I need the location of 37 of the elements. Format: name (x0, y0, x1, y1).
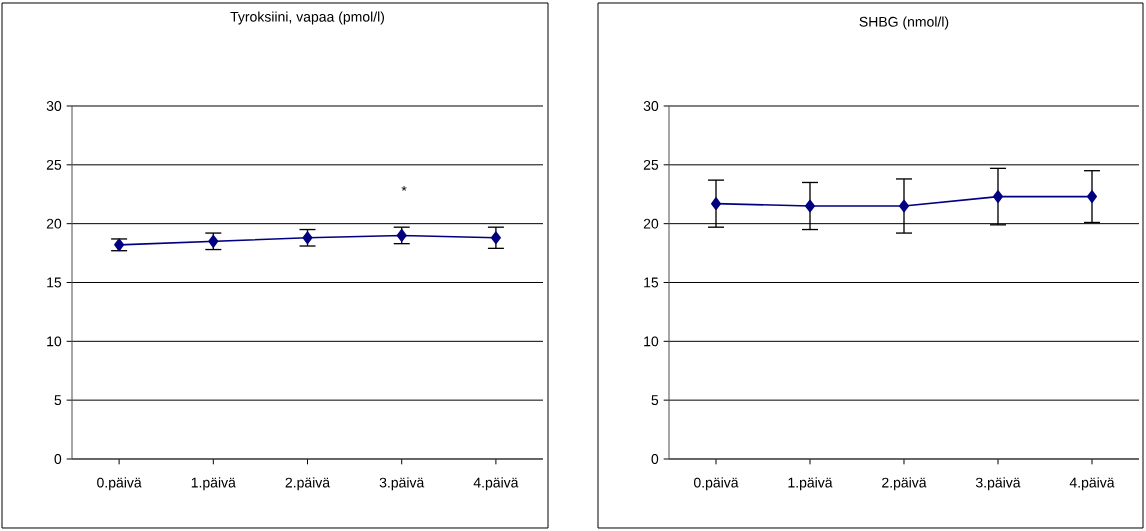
point (1086, 190, 1097, 203)
x-tick-label: 0.päivä (693, 477, 739, 491)
y-tick-label: 25 (46, 159, 62, 170)
x-tick-label: 4.päivä (1069, 477, 1115, 491)
chart-title: SHBG (nmol/l) (859, 16, 949, 30)
y-tick-label: 5 (54, 395, 62, 406)
point (302, 231, 313, 245)
y-tick-label: 20 (643, 218, 659, 229)
x-tick-label: 2.päivä (882, 477, 927, 491)
point (711, 197, 721, 211)
y-tick-label: 30 (46, 101, 62, 111)
y-tick-label: 25 (643, 159, 659, 170)
y-tick-label: 0 (651, 454, 659, 464)
y-tick-label: 5 (651, 395, 659, 406)
point (396, 229, 407, 242)
point (208, 234, 219, 248)
y-tick-label: 20 (46, 218, 62, 229)
annotation: * (401, 185, 407, 191)
x-tick-label: 4.päivä (473, 477, 519, 491)
y-tick-label: 10 (47, 336, 62, 347)
point (490, 231, 501, 245)
y-tick-label: 15 (47, 277, 62, 288)
x-tick-label: 1.päivä (788, 477, 833, 491)
point (993, 190, 1003, 203)
y-tick-label: 30 (643, 101, 659, 111)
x-tick-label: 3.päivä (379, 477, 425, 491)
x-tick-label: 0.päivä (97, 477, 142, 491)
point (805, 199, 815, 213)
x-tick-label: 3.päivä (975, 477, 1021, 491)
y-tick-label: 15 (644, 277, 659, 288)
point (114, 238, 125, 252)
point (899, 199, 909, 213)
x-tick-label: 1.päivä (191, 477, 236, 491)
chart-title: Tyroksiini, vapaa (pmol/l) (230, 11, 385, 25)
y-tick-label: 0 (54, 454, 62, 464)
x-tick-label: 2.päivä (285, 477, 331, 491)
y-tick-label: 10 (644, 336, 659, 347)
